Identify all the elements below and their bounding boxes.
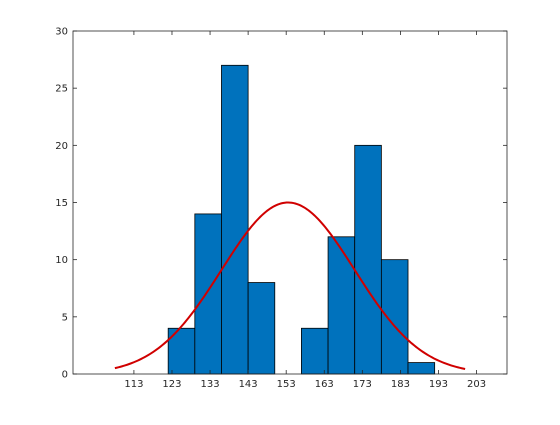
y-axis-ticks: 0 5 10 15 20 25 30 [55, 27, 507, 381]
histogram-bar [194, 213, 222, 375]
y-tick-label: 25 [55, 84, 68, 95]
x-tick-label: 193 [429, 379, 448, 390]
x-tick-label: 203 [467, 379, 486, 390]
x-tick-label: 143 [239, 379, 258, 390]
normal-fit-curve [114, 201, 466, 370]
y-tick-label: 30 [55, 27, 68, 38]
histogram-bar [221, 64, 249, 375]
x-tick-label: 133 [201, 379, 220, 390]
y-tick-label: 15 [55, 198, 68, 209]
bars-group [167, 64, 436, 375]
histogram-bar [354, 144, 382, 375]
histogram-bar [247, 282, 276, 375]
x-tick-label: 113 [124, 379, 143, 390]
y-tick-label: 10 [55, 255, 68, 266]
histogram-bar [407, 362, 436, 375]
x-tick-label: 163 [315, 379, 334, 390]
x-tick-label: 153 [277, 379, 296, 390]
x-tick-label: 183 [391, 379, 410, 390]
x-tick-label: 123 [162, 379, 181, 390]
y-tick-label: 20 [55, 141, 68, 152]
histogram-bar [327, 236, 356, 375]
x-axis-ticks: 113 123 133 143 153 163 173 183 193 203 [124, 31, 486, 390]
y-tick-label: 5 [62, 312, 68, 323]
x-tick-label: 173 [353, 379, 372, 390]
histogram-bar [301, 327, 329, 375]
y-tick-label: 0 [62, 370, 68, 381]
histogram-bar [380, 259, 409, 375]
